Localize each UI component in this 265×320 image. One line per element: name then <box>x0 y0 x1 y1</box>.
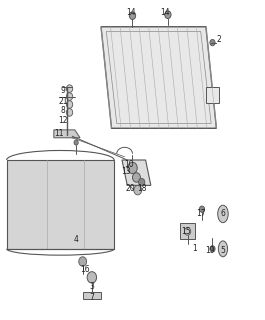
Text: 5: 5 <box>220 246 226 255</box>
Text: 12: 12 <box>58 116 68 125</box>
Circle shape <box>67 85 73 92</box>
Circle shape <box>165 11 171 19</box>
Text: 13: 13 <box>121 167 131 176</box>
Text: 11: 11 <box>54 129 64 138</box>
Text: 4: 4 <box>74 235 78 244</box>
Circle shape <box>129 12 136 20</box>
Text: 1: 1 <box>192 244 196 253</box>
Text: 6: 6 <box>220 209 226 219</box>
Text: 10: 10 <box>124 160 133 169</box>
Text: 14: 14 <box>126 8 136 17</box>
Text: 16: 16 <box>81 265 90 274</box>
Polygon shape <box>122 160 151 185</box>
Circle shape <box>128 162 137 174</box>
Text: 15: 15 <box>182 227 191 236</box>
Text: 18: 18 <box>137 184 147 193</box>
Circle shape <box>67 108 73 116</box>
Polygon shape <box>101 27 217 128</box>
Text: 21: 21 <box>58 97 68 106</box>
Text: 14: 14 <box>161 8 170 17</box>
Circle shape <box>132 173 140 182</box>
Circle shape <box>67 93 73 100</box>
Circle shape <box>139 178 145 186</box>
Circle shape <box>199 206 205 212</box>
Text: 2: 2 <box>217 35 222 44</box>
Circle shape <box>74 140 78 145</box>
Text: 20: 20 <box>125 184 135 193</box>
Text: 3: 3 <box>89 282 94 292</box>
Polygon shape <box>180 223 195 239</box>
Text: 17: 17 <box>196 209 205 219</box>
Ellipse shape <box>218 241 228 257</box>
Circle shape <box>87 272 96 283</box>
Polygon shape <box>54 130 80 138</box>
Polygon shape <box>7 160 114 249</box>
Circle shape <box>79 257 87 266</box>
Polygon shape <box>206 87 219 103</box>
Text: 7: 7 <box>89 293 94 302</box>
Circle shape <box>67 101 73 108</box>
Circle shape <box>210 246 215 252</box>
Text: 8: 8 <box>61 106 65 115</box>
Circle shape <box>134 185 142 195</box>
Polygon shape <box>83 292 101 299</box>
Text: 19: 19 <box>205 246 215 255</box>
Text: 9: 9 <box>61 86 65 95</box>
Circle shape <box>210 39 215 46</box>
Ellipse shape <box>218 205 228 223</box>
